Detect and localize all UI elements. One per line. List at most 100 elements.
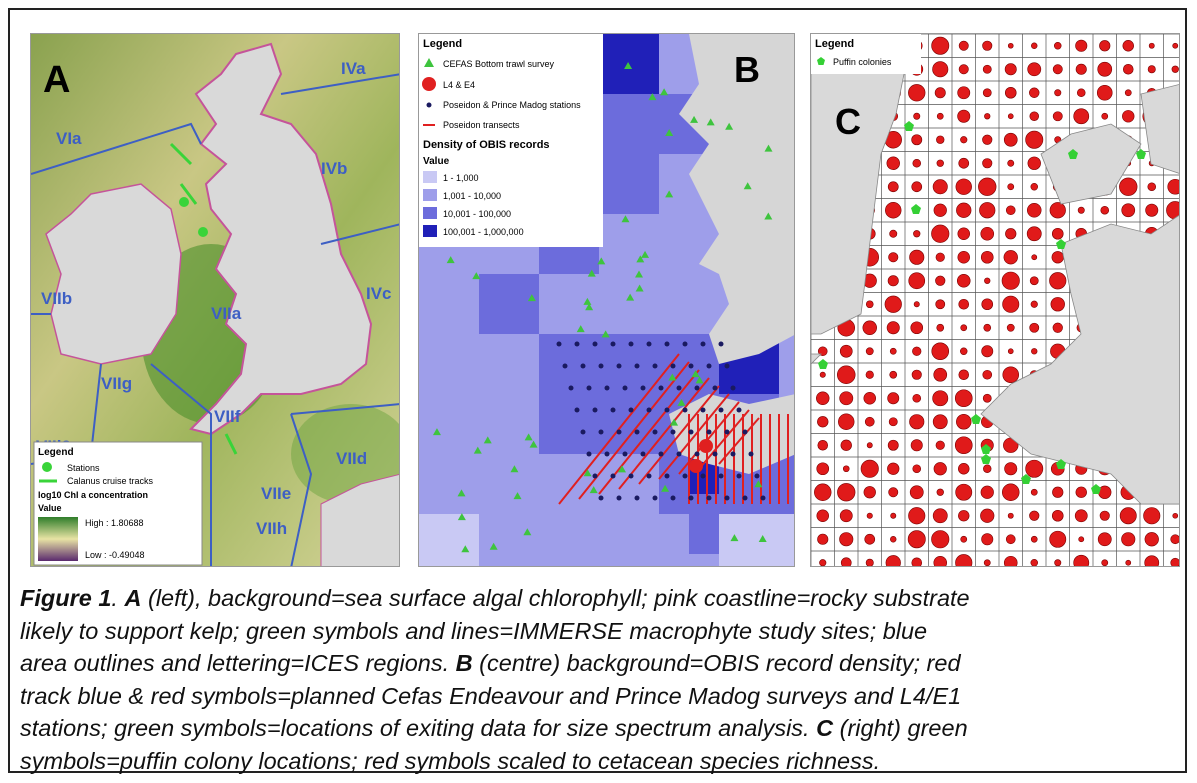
station [593, 474, 598, 479]
station [629, 408, 634, 413]
station [647, 408, 652, 413]
richness-symbol [1031, 489, 1037, 495]
richness-symbol [890, 348, 896, 354]
richness-symbol [911, 322, 923, 334]
richness-symbol [960, 136, 967, 143]
station [635, 430, 640, 435]
legend-label: Puffin colonies [833, 57, 892, 67]
richness-symbol [1053, 323, 1063, 333]
panel-letter: A [43, 59, 70, 101]
richness-symbol [909, 414, 924, 429]
legend-swatch [423, 225, 437, 237]
station [695, 386, 700, 391]
richness-symbol [913, 394, 921, 402]
station [647, 474, 652, 479]
richness-symbol [1031, 43, 1037, 49]
legend-swatch [423, 189, 437, 201]
panel-letter: B [734, 49, 760, 90]
richness-symbol [984, 113, 990, 119]
legend-symbol [42, 462, 52, 472]
richness-symbol [817, 463, 829, 475]
richness-symbol [841, 440, 852, 451]
richness-symbol [840, 510, 852, 522]
richness-symbol [935, 88, 945, 98]
richness-symbol [908, 84, 925, 101]
richness-symbol [912, 347, 921, 356]
station [665, 408, 670, 413]
richness-symbol [933, 180, 947, 194]
density-cell [539, 334, 599, 394]
richness-symbol [1006, 535, 1015, 544]
richness-symbol [931, 530, 949, 548]
richness-symbol [1008, 114, 1013, 119]
caption-text: A [124, 585, 141, 611]
richness-symbol [1076, 40, 1087, 51]
richness-symbol [958, 463, 969, 474]
richness-symbol [866, 301, 873, 308]
richness-symbol [958, 251, 970, 263]
richness-symbol [818, 534, 828, 544]
station [581, 430, 586, 435]
station [701, 408, 706, 413]
richness-symbol [888, 393, 899, 404]
richness-symbol [864, 486, 876, 498]
legend-symbol [427, 103, 432, 108]
richness-symbol [840, 392, 853, 405]
richness-symbol [1148, 183, 1156, 191]
richness-symbol [1078, 207, 1084, 213]
legend-layer: log10 Chl a concentration [38, 490, 148, 500]
legend-low: Low : -0.49048 [85, 550, 145, 560]
caption-text: stations; green symbols=locations of exi… [20, 715, 816, 741]
region-label: VIIa [211, 304, 242, 323]
richness-symbol [887, 322, 899, 334]
richness-symbol [1173, 513, 1178, 518]
richness-symbol [978, 178, 996, 196]
richness-symbol [931, 225, 949, 243]
richness-symbol [1005, 463, 1017, 475]
richness-symbol [933, 509, 947, 523]
richness-symbol [1125, 90, 1131, 96]
richness-symbol [932, 37, 949, 54]
station [701, 342, 706, 347]
richness-symbol [1148, 66, 1155, 73]
richness-symbol [1028, 63, 1041, 76]
density-cell [479, 394, 539, 454]
richness-symbol [819, 559, 826, 566]
station [731, 452, 736, 457]
station [683, 408, 688, 413]
richness-symbol [889, 418, 897, 426]
richness-symbol [885, 296, 902, 313]
legend-title: Legend [423, 38, 462, 50]
richness-symbol [983, 465, 991, 473]
richness-symbol [960, 348, 967, 355]
station [569, 386, 574, 391]
station [719, 474, 724, 479]
density-cell [749, 514, 795, 567]
richness-symbol [959, 158, 969, 168]
richness-symbol [1055, 90, 1061, 96]
legend-high: High : 1.80688 [85, 518, 144, 528]
richness-symbol [1008, 184, 1014, 190]
richness-symbol [1121, 532, 1135, 546]
richness-symbol [866, 348, 873, 355]
richness-symbol [957, 274, 970, 287]
richness-symbol [958, 110, 970, 122]
richness-symbol [1054, 42, 1061, 49]
caption-text: likely to support kelp; green symbols an… [20, 618, 927, 644]
station [587, 452, 592, 457]
caption-line: area outlines and lettering=ICES regions… [20, 647, 1185, 680]
richness-symbol [867, 443, 872, 448]
page: A IVaVIaIVbVIIbVIIaIVcVIIgVIIfVIIj2VIIdV… [0, 0, 1197, 783]
region-label: VIIg [101, 374, 132, 393]
richness-symbol [1050, 202, 1066, 218]
station [659, 452, 664, 457]
station [707, 364, 712, 369]
richness-symbol [863, 321, 877, 335]
region-label: VIIh [256, 519, 287, 538]
richness-symbol [937, 324, 944, 331]
richness-symbol [961, 536, 967, 542]
station [725, 364, 730, 369]
richness-symbol [841, 558, 851, 567]
station [725, 496, 730, 501]
station [701, 474, 706, 479]
